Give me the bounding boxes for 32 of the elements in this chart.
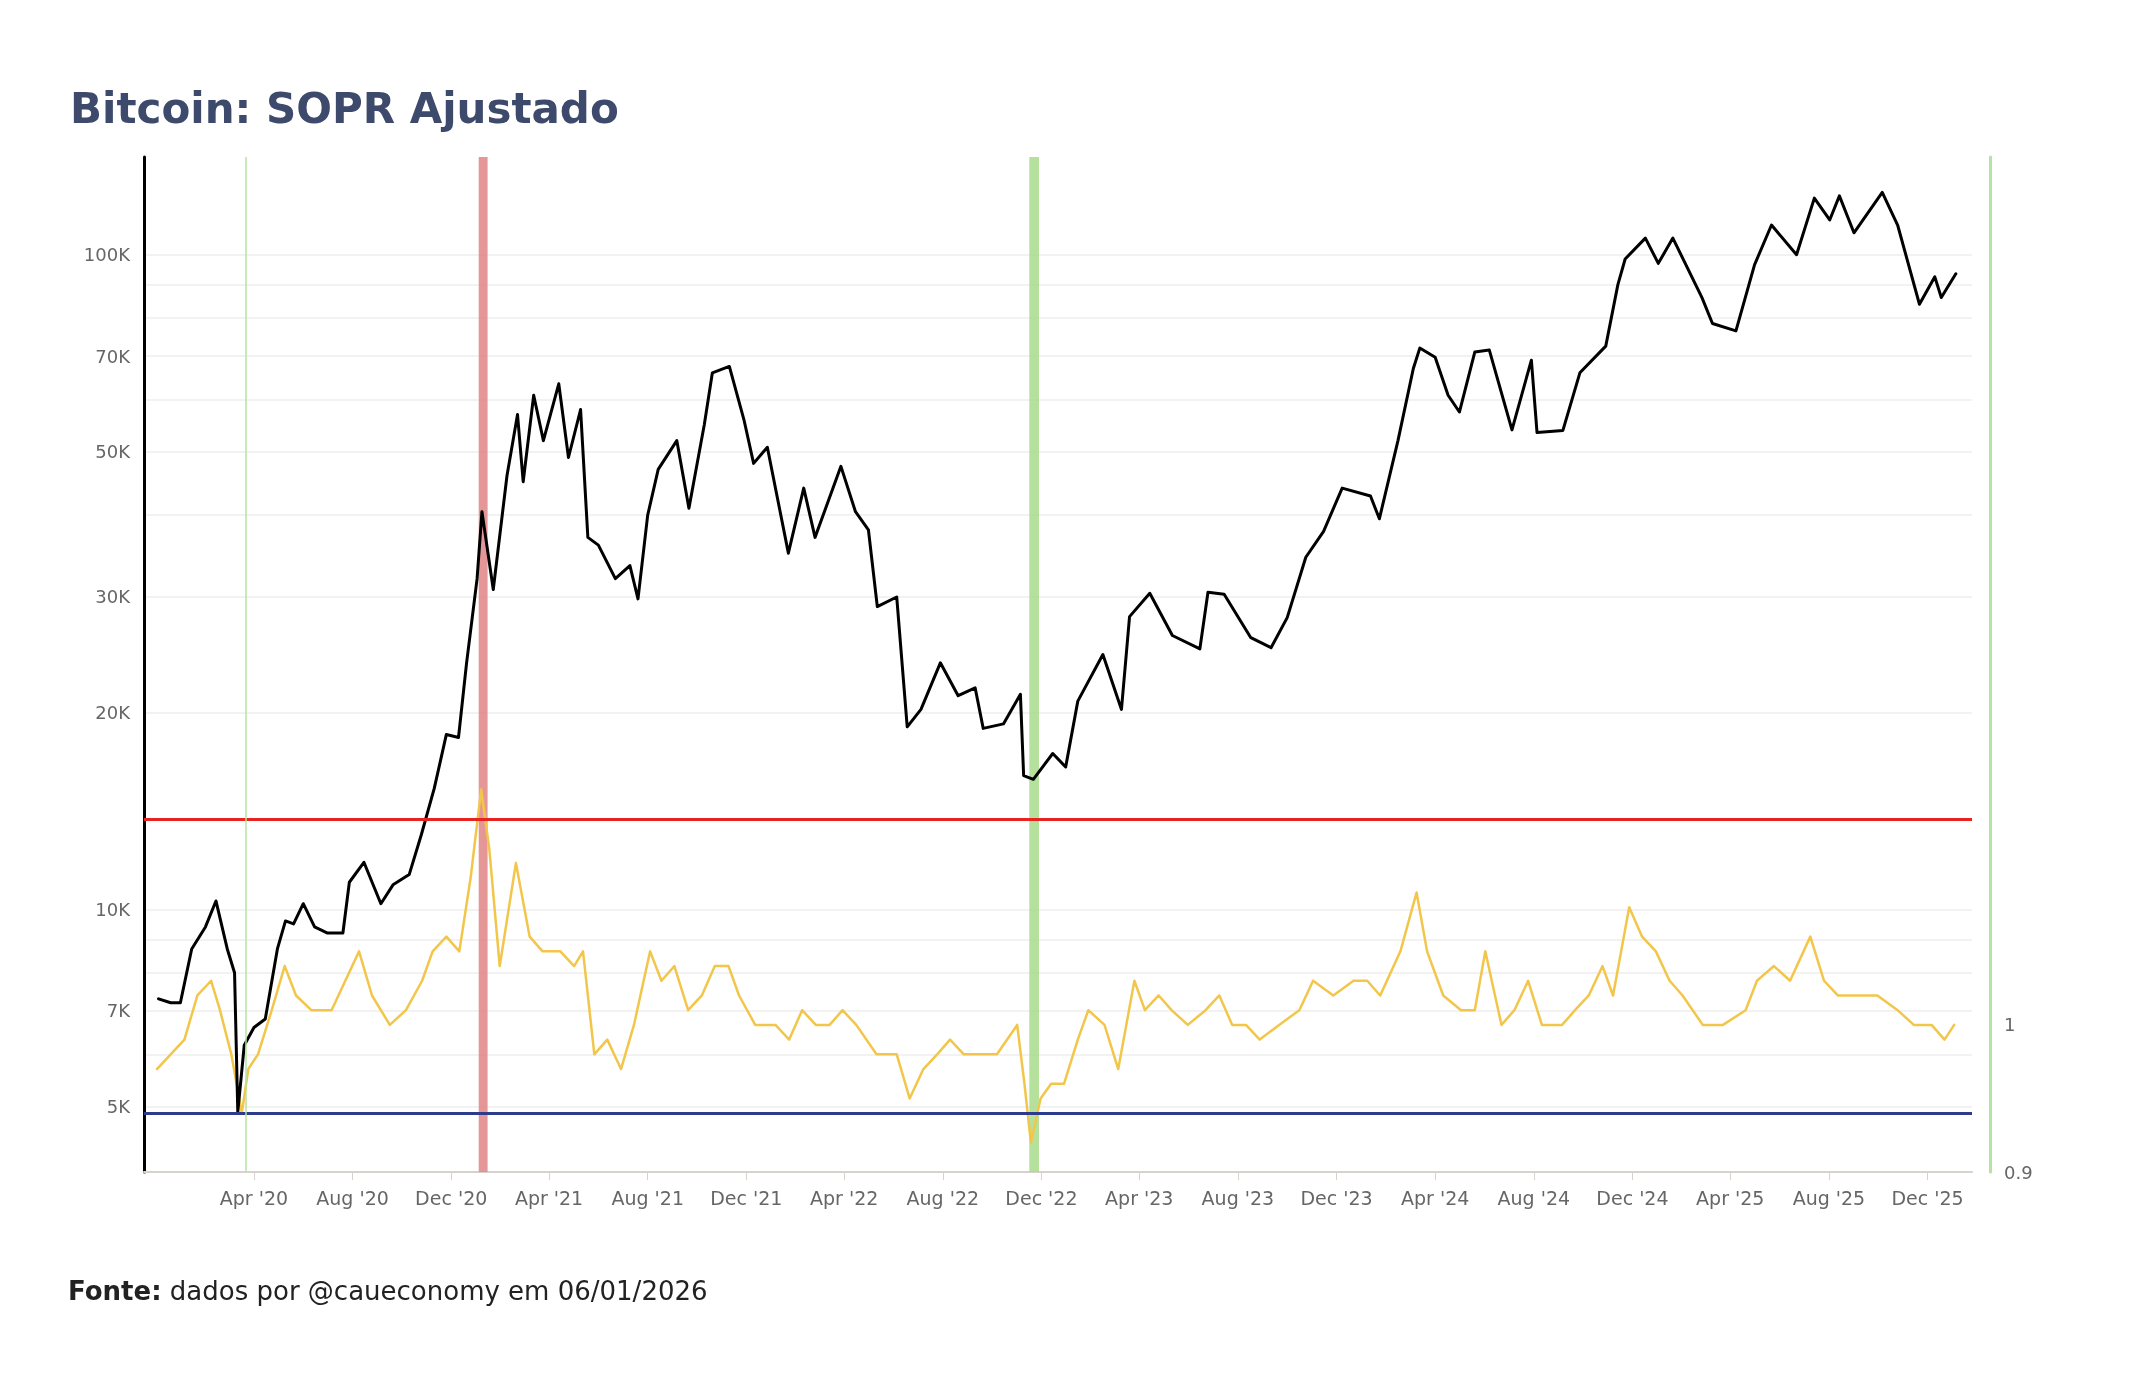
x-tick-label: Aug '20 — [316, 1186, 389, 1209]
x-tick-label: Dec '21 — [710, 1186, 783, 1209]
x-tick-label: Apr '20 — [219, 1186, 289, 1209]
x-tick-label: Apr '25 — [1696, 1186, 1765, 1209]
chart-title: Bitcoin: SOPR Ajustado — [70, 84, 619, 133]
line-series — [155, 788, 1956, 1144]
x-tick-label: Dec '22 — [1005, 1186, 1078, 1209]
x-tick-label: Apr '24 — [1401, 1186, 1470, 1209]
x-tick-label: Aug '24 — [1497, 1186, 1571, 1209]
y-tick-label: 100K — [83, 244, 132, 266]
x-tick-label: Apr '22 — [810, 1186, 879, 1209]
y-tick-label: 50K — [95, 441, 132, 463]
x-tick-label: Dec '20 — [415, 1186, 488, 1209]
y-tick-label: 20K — [95, 701, 132, 723]
x-tick-label: Aug '23 — [1201, 1186, 1275, 1209]
source-note: Fonte: dados por @caueconomy em 06/01/2026 — [68, 1276, 708, 1306]
y-tick-label: 5K — [106, 1095, 132, 1117]
x-tick-label: Dec '25 — [1891, 1186, 1964, 1209]
y-tick-label: 70K — [95, 345, 132, 367]
x-tick-label: Apr '23 — [1105, 1186, 1174, 1209]
x-tick-label: Aug '21 — [611, 1186, 684, 1209]
y-tick-label: 7K — [106, 1000, 132, 1022]
x-tick-label: Dec '23 — [1300, 1186, 1373, 1209]
x-tick-label: Dec '24 — [1596, 1186, 1669, 1209]
x-tick-label: Aug '22 — [906, 1186, 980, 1209]
y-tick-label: 30K — [95, 586, 132, 608]
y2-tick-label: 0.9 — [2004, 1161, 2033, 1183]
x-tick-label: Aug '25 — [1792, 1186, 1866, 1209]
y2-tick-label: 1 — [2004, 1014, 2016, 1036]
line-series — [157, 190, 1958, 1114]
y-tick-label: 10K — [95, 898, 132, 920]
x-tick-label: Apr '21 — [514, 1186, 584, 1209]
